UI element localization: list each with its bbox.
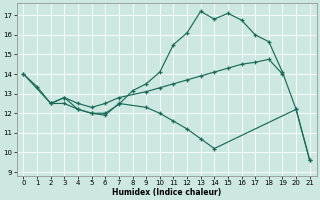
X-axis label: Humidex (Indice chaleur): Humidex (Indice chaleur): [112, 188, 221, 197]
